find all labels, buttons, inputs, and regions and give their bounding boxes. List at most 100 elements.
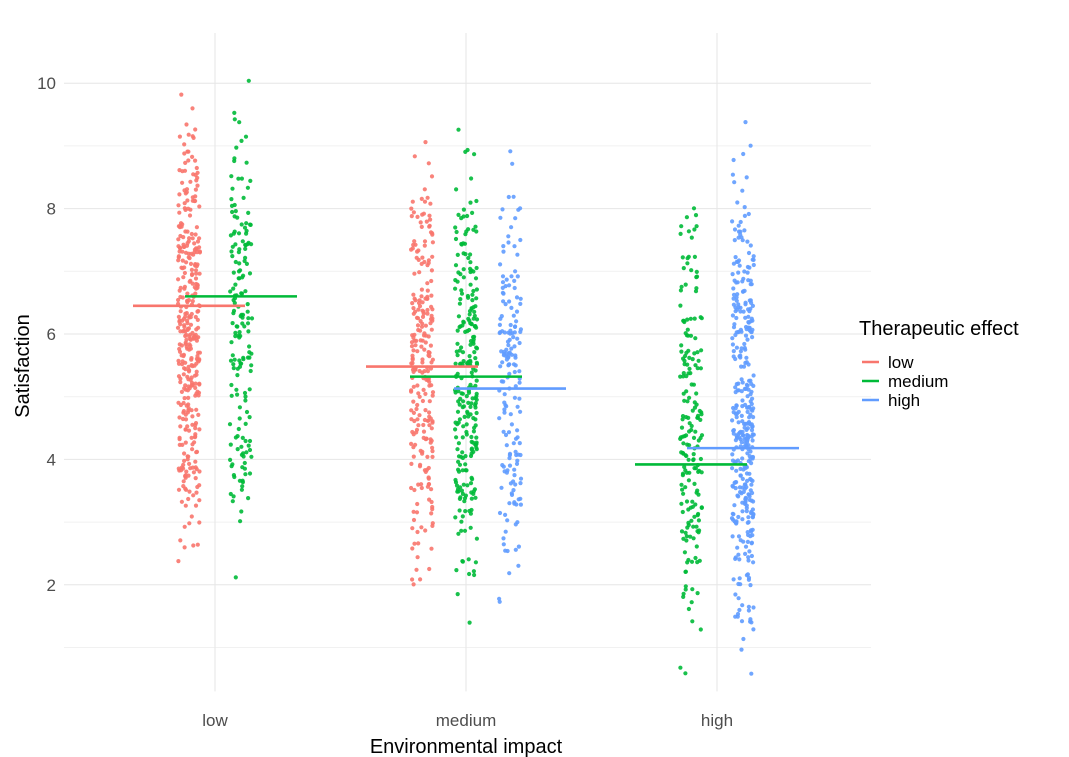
data-point [243,472,248,477]
data-point [241,451,246,456]
data-point [515,336,520,341]
data-point [472,350,477,355]
data-point [454,229,459,235]
data-point [690,499,695,504]
data-point [423,408,428,413]
data-point [416,541,421,546]
data-point [699,433,705,438]
data-point [426,475,431,480]
data-point [743,544,749,549]
data-point [186,326,191,331]
data-point [509,422,514,427]
data-point [468,260,473,265]
data-point [508,481,513,486]
data-point [413,367,418,372]
data-point [750,424,755,430]
data-point [456,314,461,319]
data-point [469,496,474,501]
data-point [683,530,688,535]
data-point [430,523,435,529]
data-point [735,458,741,463]
data-point [471,288,476,294]
data-point [690,619,695,624]
data-point [426,482,431,487]
data-point [471,489,476,494]
data-point [736,270,741,275]
data-point [183,160,188,165]
data-point [698,315,703,320]
data-point [681,451,686,456]
data-point [197,469,202,474]
data-point [411,582,416,587]
data-point [236,276,241,281]
data-point [235,324,240,329]
data-point [246,443,251,448]
data-point [176,297,181,303]
data-point [696,438,701,443]
data-point [424,219,429,224]
data-point [412,487,417,493]
data-point [236,426,241,432]
data-point [461,424,466,429]
data-point [429,174,435,179]
data-point [455,353,460,358]
data-point [193,314,198,320]
data-point [177,415,182,420]
data-point [422,347,427,352]
data-point [411,432,416,437]
data-point [683,671,688,676]
data-point [738,466,743,471]
data-point [458,396,463,401]
data-point [749,401,754,407]
data-point [750,507,756,512]
data-point [460,514,465,519]
data-point [743,333,749,338]
data-point [193,385,198,390]
data-point [429,293,434,298]
data-point [180,295,185,300]
data-point [193,127,198,132]
data-point [412,239,417,244]
data-point [680,255,685,260]
data-point [177,210,182,215]
data-point [197,250,202,255]
data-point [186,369,192,374]
data-point [692,405,698,410]
data-point [453,480,459,485]
data-point [231,362,236,367]
data-point [415,316,421,321]
data-point [193,476,198,481]
data-point [512,244,517,249]
data-point [430,240,435,245]
data-point [194,407,199,412]
data-point [514,461,520,466]
data-point [731,354,736,359]
data-point [238,519,243,524]
data-point [733,406,738,411]
data-point [697,408,702,414]
data-point [505,339,511,344]
data-point [744,509,749,514]
data-point [472,313,477,318]
data-point [243,243,248,248]
data-point [746,492,751,497]
data-point [470,396,475,401]
data-point [228,442,233,447]
data-point [414,567,419,572]
data-point [684,453,689,459]
data-point [683,485,688,490]
data-point [454,483,460,488]
data-point [731,577,736,582]
data-point [504,443,509,448]
data-point [186,384,191,389]
data-point [176,237,181,242]
data-point [691,536,696,541]
data-point [181,275,186,280]
data-point [427,350,432,355]
data-point [181,410,186,415]
legend-label: medium [888,372,948,391]
data-point [455,341,460,346]
data-point [737,557,742,562]
data-point [419,196,424,201]
data-point [180,258,185,263]
